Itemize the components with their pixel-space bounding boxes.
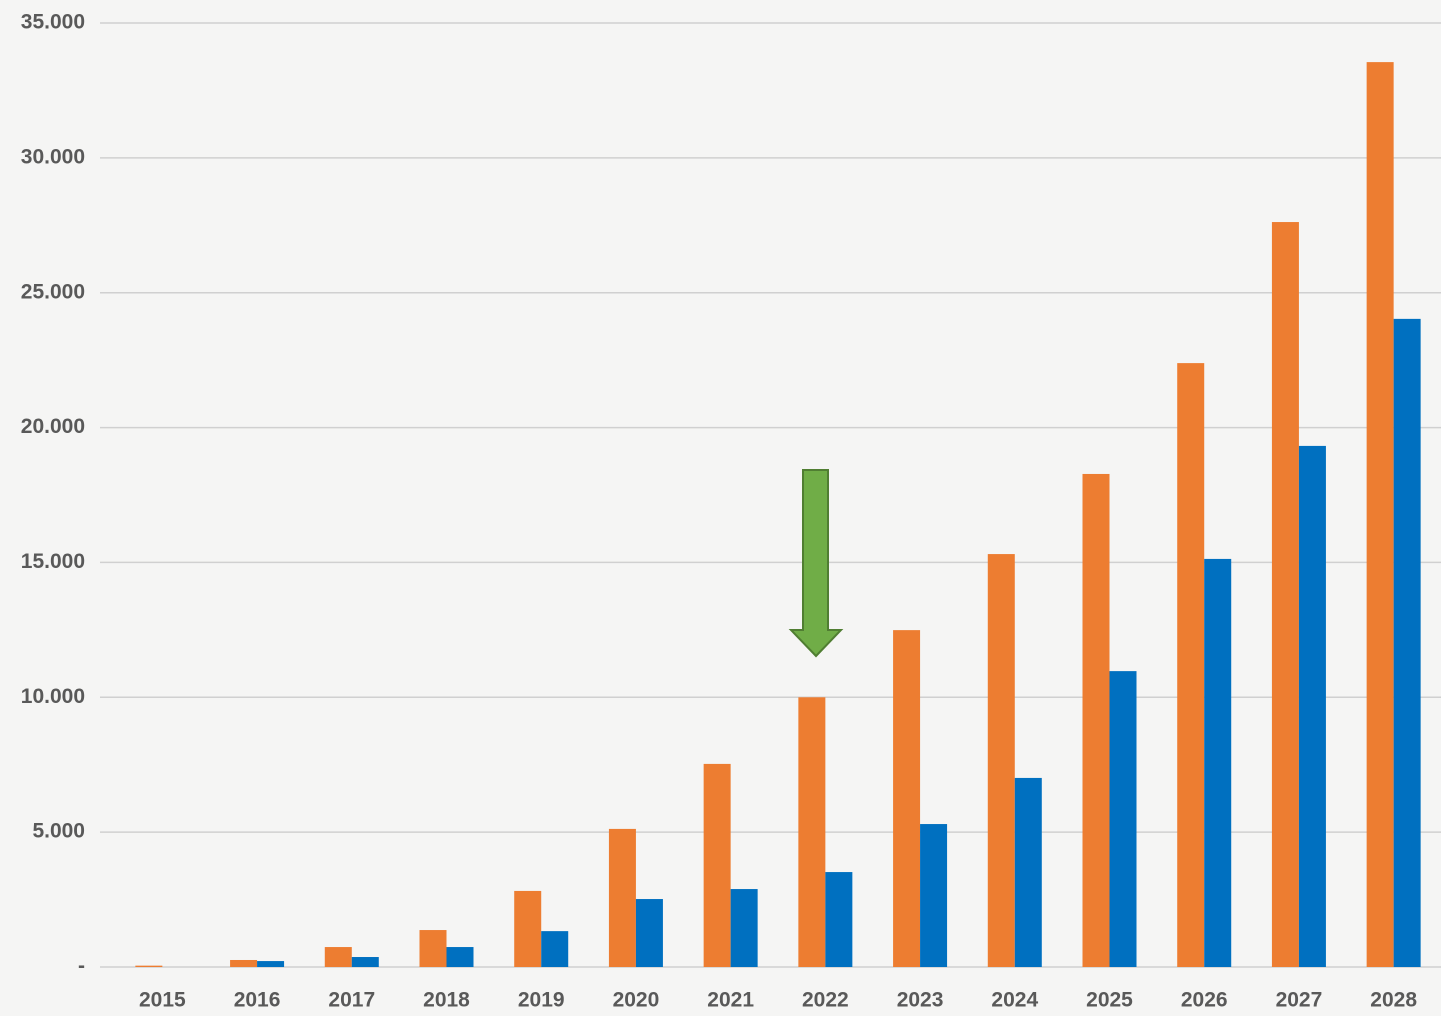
- bar: [798, 697, 826, 967]
- bar: [1109, 671, 1137, 967]
- bar: [1271, 222, 1299, 968]
- x-tick-label: 2020: [613, 989, 660, 1012]
- x-tick-label: 2015: [139, 989, 186, 1012]
- y-tick-label: 20.000: [21, 415, 85, 438]
- bar: [541, 931, 569, 967]
- x-tick-label: 2019: [518, 989, 565, 1012]
- bar: [514, 890, 542, 967]
- y-tick-label: 35.000: [21, 11, 85, 34]
- bar: [351, 957, 379, 967]
- bar: [1014, 777, 1042, 967]
- x-tick-label: 2027: [1276, 989, 1323, 1012]
- bar: [1082, 473, 1110, 967]
- y-tick-label: -: [78, 955, 85, 978]
- bar: [257, 961, 285, 967]
- bar: [920, 824, 948, 967]
- x-tick-label: 2023: [897, 989, 944, 1012]
- x-tick-label: 2028: [1370, 989, 1417, 1012]
- y-tick-label: 10.000: [21, 685, 85, 708]
- bar: [987, 554, 1015, 967]
- x-tick-label: 2017: [328, 989, 375, 1012]
- bar: [730, 889, 758, 967]
- arrow: [788, 469, 844, 658]
- bar: [1393, 318, 1421, 967]
- bar: [135, 965, 163, 967]
- x-tick-label: 2025: [1086, 989, 1133, 1012]
- x-tick-label: 2024: [991, 989, 1038, 1012]
- y-tick-label: 25.000: [21, 280, 85, 303]
- bar: [1177, 363, 1205, 967]
- bar: [608, 828, 636, 967]
- bar: [1366, 62, 1394, 967]
- bar: [825, 872, 853, 967]
- bar: [1298, 445, 1326, 967]
- x-tick-label: 2016: [234, 989, 281, 1012]
- x-tick-label: 2021: [707, 989, 754, 1012]
- x-tick-label: 2022: [802, 989, 849, 1012]
- y-tick-label: 5.000: [32, 820, 85, 843]
- bar: [1204, 558, 1232, 967]
- y-tick-label: 30.000: [21, 145, 85, 168]
- bar: [893, 630, 921, 967]
- bar: [324, 947, 352, 967]
- bar: [446, 947, 474, 967]
- bar: [419, 930, 447, 967]
- y-tick-label: 15.000: [21, 550, 85, 573]
- x-tick-label: 2018: [423, 989, 470, 1012]
- bar: [230, 959, 258, 967]
- bar: [703, 763, 731, 967]
- bar: [635, 899, 663, 967]
- x-tick-label: 2026: [1181, 989, 1228, 1012]
